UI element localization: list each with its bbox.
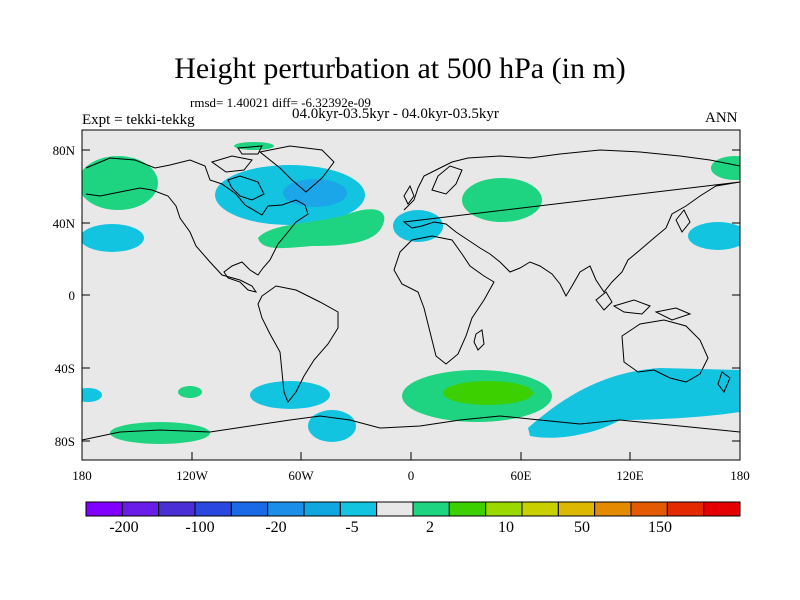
colorbar-swatch <box>703 501 741 517</box>
coast-north-america <box>85 157 309 293</box>
coast-arctic-islands <box>210 145 263 173</box>
colorbar-swatch <box>448 501 487 517</box>
lon-axis <box>81 452 741 460</box>
lat-tick-80s: 80S <box>55 434 75 449</box>
lon-tick-60w: 60W <box>288 468 314 483</box>
coast-antarctica <box>82 415 740 441</box>
map-title: Height perturbation at 500 hPa (in m) <box>174 52 626 85</box>
anomaly-neg-sam <box>250 381 330 409</box>
lon-tick-60e: 60E <box>511 468 532 483</box>
coast-indonesia <box>595 291 692 321</box>
anomaly-fields <box>82 142 740 444</box>
lon-tick-120w: 120W <box>176 468 209 483</box>
colorbar-labels: -200 -100 -20 -5 2 10 50 150 <box>109 519 672 536</box>
lat-tick-40s: 40S <box>55 361 75 376</box>
experiment-label: Expt = tekki-tekkg <box>82 112 195 128</box>
colorbar-swatch <box>121 501 160 517</box>
coast-eurasia <box>402 149 740 298</box>
lon-tick-180e: 180 <box>730 468 750 483</box>
coast-scandinavia <box>431 165 463 195</box>
colorbar-swatch <box>376 501 414 517</box>
coast-greenland <box>258 145 335 193</box>
colorbar-swatch <box>557 501 596 517</box>
colorbar-label: 50 <box>574 519 590 536</box>
colorbar-label: -100 <box>185 519 214 536</box>
anomaly-neg-satl <box>308 410 356 442</box>
colorbar-swatch <box>521 501 559 517</box>
colorbar-label: -200 <box>109 519 138 536</box>
anomaly-pos-greenland <box>234 142 274 150</box>
coast-japan <box>675 209 691 233</box>
coast-new-zealand <box>717 371 731 393</box>
colorbar <box>85 501 741 517</box>
colorbar-swatch <box>230 501 269 517</box>
lat-axis <box>82 149 740 442</box>
anomaly-neg-med <box>393 210 443 242</box>
anomaly-pos-spac <box>110 422 210 444</box>
colorbar-swatch <box>339 501 378 517</box>
colorbar-swatch <box>630 501 668 517</box>
lon-tick-0: 0 <box>408 468 415 483</box>
colorbar-label: -5 <box>345 519 358 536</box>
stats-line: rmsd= 1.40021 diff= -6.32392e-09 <box>190 95 371 110</box>
colorbar-swatch <box>267 501 305 517</box>
colorbar-label: 150 <box>648 519 672 536</box>
colorbar-swatch <box>158 501 196 517</box>
colorbar-label: 2 <box>426 519 434 536</box>
lat-tick-40n: 40N <box>53 216 76 231</box>
lat-tick-0: 0 <box>69 288 76 303</box>
anomaly-pos-eurasia <box>462 178 542 222</box>
anomaly-pos-atl <box>258 209 385 249</box>
colorbar-swatch <box>303 501 341 517</box>
lat-tick-80n: 80N <box>53 143 76 158</box>
anomaly-pos-sind-core <box>443 381 533 405</box>
lon-tick-120e: 120E <box>616 468 644 483</box>
colorbar-swatch <box>666 501 705 517</box>
anomaly-neg-npac-e <box>688 222 740 250</box>
period-line: 04.0kyr-03.5kyr - 04.0kyr-03.5kyr <box>292 106 499 122</box>
coastlines <box>82 145 740 441</box>
coast-africa <box>393 235 495 365</box>
anomaly-neg-soc <box>528 368 740 438</box>
coast-madagascar <box>473 329 485 351</box>
anomaly-neg-na-core <box>283 179 347 207</box>
season-label: ANN <box>705 110 738 126</box>
colorbar-swatch <box>412 501 450 517</box>
colorbar-swatch <box>85 501 123 517</box>
anomaly-pos-alaska <box>82 156 158 210</box>
colorbar-label: -20 <box>265 519 286 536</box>
coast-australia <box>621 319 709 383</box>
colorbar-label: 10 <box>498 519 514 536</box>
colorbar-swatch <box>194 501 232 517</box>
anomaly-neg-spac-w <box>82 388 102 402</box>
coast-south-america <box>257 285 339 403</box>
anomaly-pos-arctic-e <box>711 156 740 180</box>
coast-uk <box>403 184 415 205</box>
anomaly-pos-spac-small <box>178 386 202 398</box>
coast-hudson <box>227 175 265 201</box>
lon-tick-180w: 180 <box>72 468 92 483</box>
colorbar-swatch <box>485 501 523 517</box>
colorbar-swatch <box>594 501 632 517</box>
anomaly-neg-npac-w <box>82 224 144 252</box>
